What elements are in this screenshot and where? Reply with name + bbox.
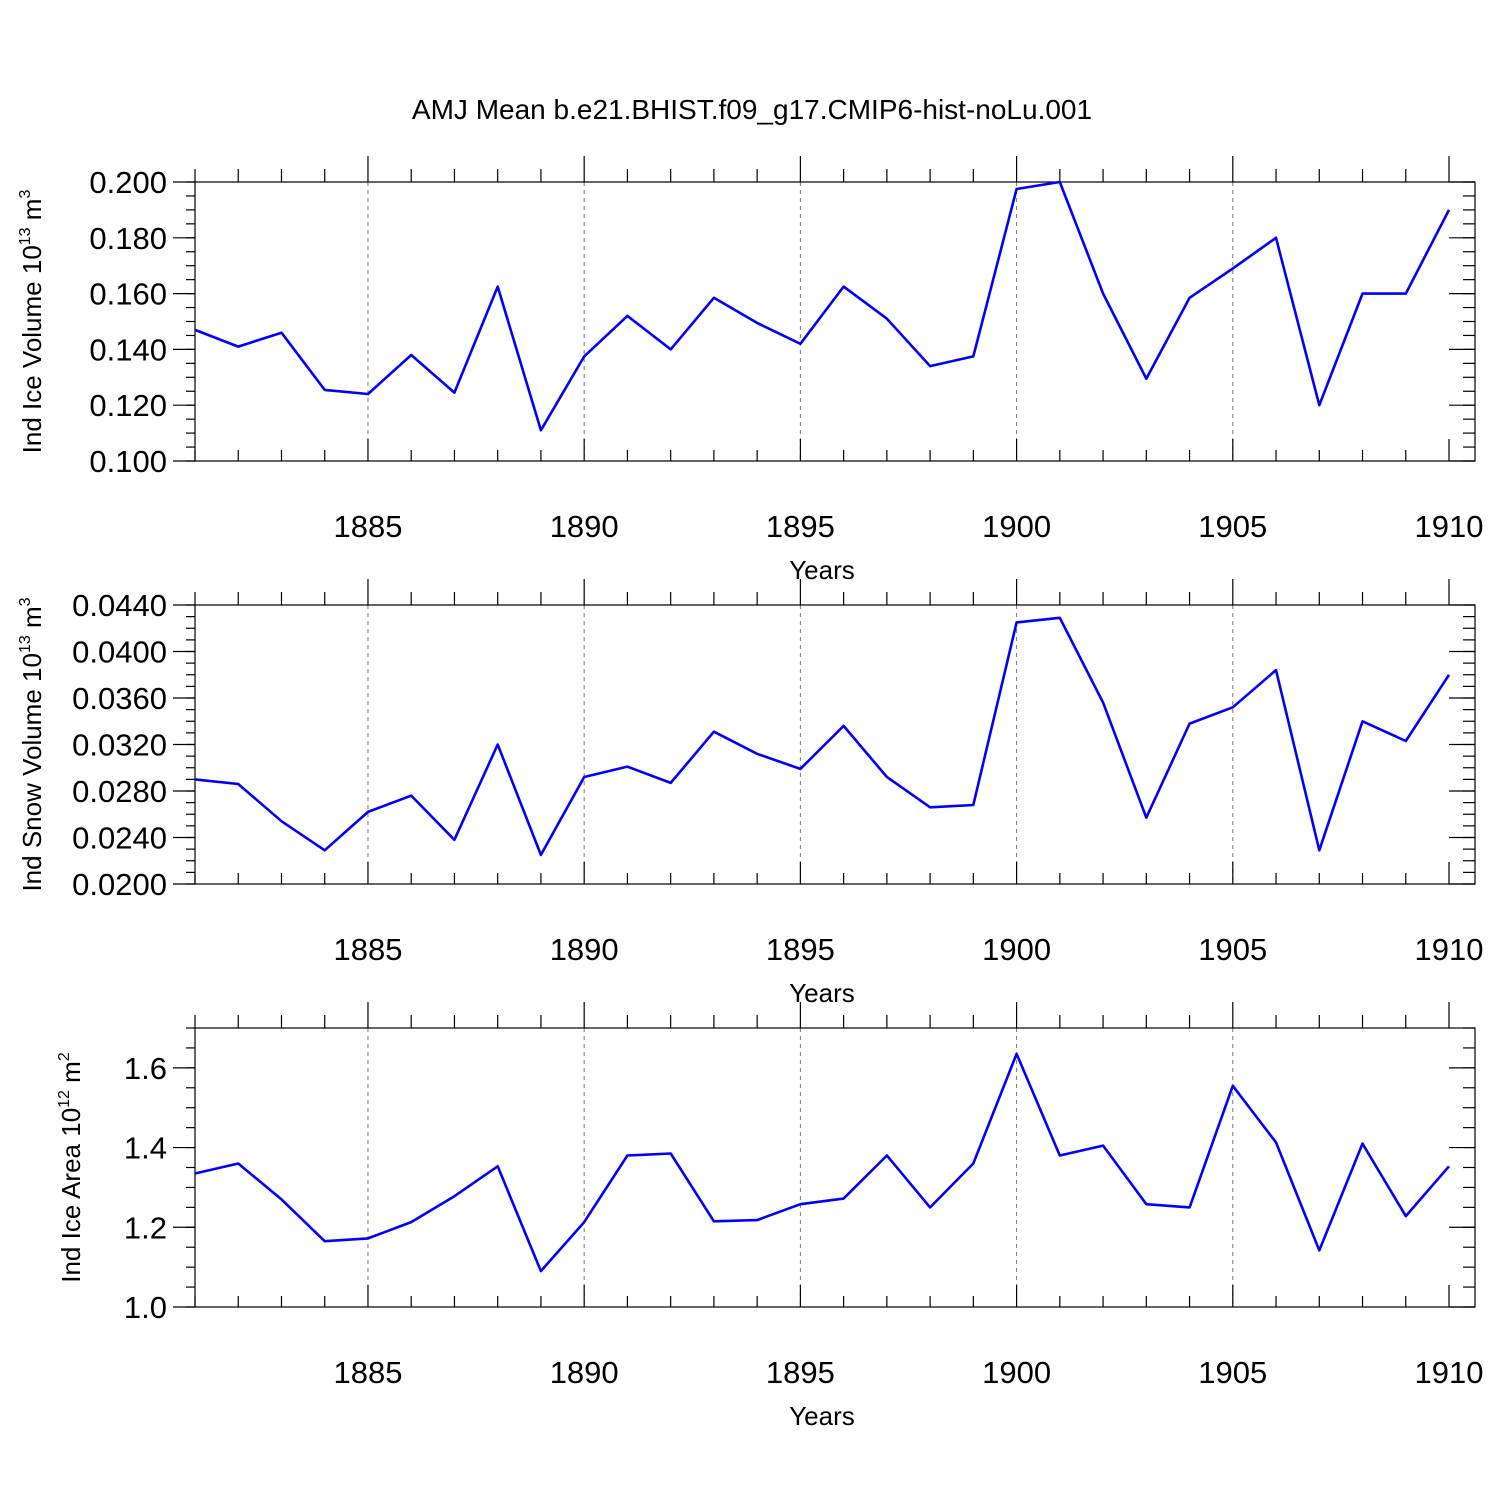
y-axis-title-text: Ind Snow Volume 10 [17, 653, 47, 892]
x-tick-label: 1910 [1415, 1355, 1484, 1390]
series-line-snow-volume [194, 616, 1451, 857]
y-axis-title-exp: 13 [17, 227, 34, 245]
x-tick-label: 1900 [982, 1355, 1051, 1390]
y-tick-label: 0.0280 [72, 774, 167, 809]
x-tick-label: 1910 [1415, 932, 1484, 967]
x-axis-title: Years [789, 555, 855, 585]
x-tick-label: 1905 [1198, 509, 1267, 544]
y-tick-label: 1.0 [124, 1290, 167, 1325]
plot-frame [194, 604, 1476, 885]
y-tick-label: 0.0320 [72, 728, 167, 763]
x-tick-label: 1910 [1415, 509, 1484, 544]
series-line-ice-volume [194, 180, 1451, 432]
y-tick-label: 0.200 [89, 165, 167, 200]
panel-ice-area: 1.0 1.2 1.4 1.6 1885 1890 1895 1900 1905 1910 Year… [56, 1002, 1483, 1431]
x-tick-label: 1885 [333, 509, 402, 544]
y-axis-title: Ind Ice Volume 1013 m3 [17, 190, 47, 454]
y-tick-label: 0.0440 [72, 588, 167, 623]
x-tick-label: 1885 [333, 1355, 402, 1390]
x-tick-label: 1895 [766, 932, 835, 967]
y-tick-label: 0.160 [89, 277, 167, 312]
series-line-ice-area [194, 1052, 1450, 1273]
y-tick-label: 0.0200 [72, 867, 167, 902]
y-axis-title-unit-exp: 3 [17, 190, 34, 199]
y-axis-title-exp: 12 [56, 1090, 73, 1108]
panel-ice-volume: 0.100 0.120 0.140 0.160 0.180 0.200 1885 1890 18… [17, 156, 1483, 585]
y-axis-title-unit-exp: 2 [56, 1052, 73, 1061]
y-tick-label: 1.4 [124, 1131, 167, 1166]
y-tick-label: 0.0360 [72, 681, 167, 716]
y-axis-title: Ind Snow Volume 1013 m3 [17, 597, 47, 891]
y-axis-title-text: Ind Ice Area 10 [56, 1108, 86, 1283]
y-tick-label: 0.140 [89, 332, 167, 367]
y-axis-title-unit: m [56, 1061, 86, 1090]
x-axis-title: Years [789, 1401, 855, 1431]
x-tick-label: 1900 [982, 509, 1051, 544]
y-tick-label: 0.180 [89, 221, 167, 256]
y-axis-title-exp: 13 [17, 635, 34, 653]
y-tick-label: 0.0240 [72, 821, 167, 856]
y-axis-title-text: Ind Ice Volume 10 [17, 245, 47, 453]
x-tick-label: 1905 [1198, 932, 1267, 967]
chart-title: AMJ Mean b.e21.BHIST.f09_g17.CMIP6-hist-… [412, 94, 1092, 125]
x-tick-label: 1900 [982, 932, 1051, 967]
y-axis-title-unit: m [17, 606, 47, 635]
plot-frame [194, 181, 1476, 462]
y-axis-title-unit: m [17, 199, 47, 228]
y-tick-label: 0.100 [89, 444, 167, 479]
y-tick-label: 0.0400 [72, 635, 167, 670]
x-tick-label: 1895 [766, 1355, 835, 1390]
x-tick-label: 1885 [333, 932, 402, 967]
x-tick-label: 1905 [1198, 1355, 1267, 1390]
x-tick-label: 1890 [550, 1355, 619, 1390]
y-axis-title-unit-exp: 3 [17, 597, 34, 606]
y-tick-label: 0.120 [89, 388, 167, 423]
y-tick-label: 1.6 [124, 1051, 167, 1086]
panel-snow-volume: 0.0200 0.0240 0.0280 0.0320 0.0360 0.0400 0.04… [17, 579, 1483, 1008]
x-axis-title: Years [789, 978, 855, 1008]
x-tick-label: 1895 [766, 509, 835, 544]
x-tick-label: 1890 [550, 509, 619, 544]
plot-frame [194, 1027, 1476, 1308]
y-axis-title: Ind Ice Area 1012 m2 [56, 1052, 86, 1283]
x-tick-label: 1890 [550, 932, 619, 967]
y-tick-label: 1.2 [124, 1210, 167, 1245]
